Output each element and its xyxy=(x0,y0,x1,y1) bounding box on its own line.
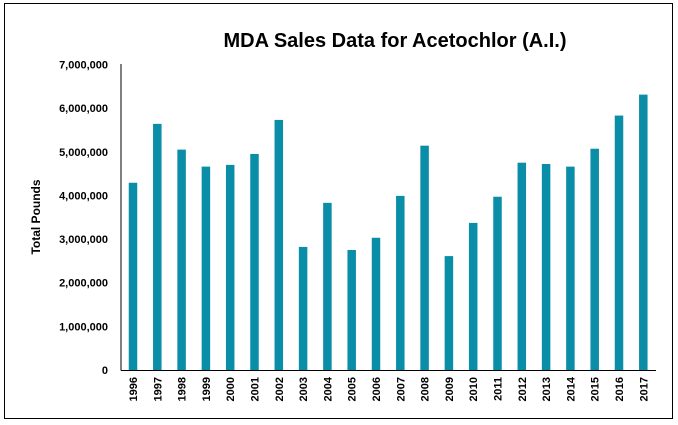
y-tick-label: 4,000,000 xyxy=(59,190,108,202)
bar-2000 xyxy=(225,164,235,370)
chart-title: MDA Sales Data for Acetochlor (A.I.) xyxy=(223,30,566,52)
y-tick-label: 0 xyxy=(102,365,108,377)
x-tick-label: 1997 xyxy=(152,377,164,401)
bar-1999 xyxy=(201,166,211,370)
bar-2016 xyxy=(614,115,624,371)
x-tick-label: 2000 xyxy=(225,377,237,401)
bar-2008 xyxy=(420,145,429,370)
bar-2011 xyxy=(493,196,502,370)
bar-2002 xyxy=(274,119,284,371)
x-tick-label: 2014 xyxy=(565,376,577,401)
bar-2015 xyxy=(590,148,599,370)
y-tick-label: 5,000,000 xyxy=(59,147,108,159)
y-tick-label: 3,000,000 xyxy=(59,234,108,246)
bar-2012 xyxy=(517,162,527,370)
bar-2010 xyxy=(468,222,478,370)
bar-2005 xyxy=(347,249,356,370)
x-tick-label: 2012 xyxy=(517,377,529,401)
bar-2006 xyxy=(371,237,381,370)
x-tick-label: 2005 xyxy=(347,377,359,401)
x-tick-label: 1999 xyxy=(201,377,213,401)
x-tick-label: 2015 xyxy=(590,377,602,401)
bar-2003 xyxy=(298,246,308,370)
y-axis-label: Total Pounds xyxy=(29,179,43,254)
bar-1996 xyxy=(128,182,138,370)
y-tick-label: 7,000,000 xyxy=(59,60,108,72)
bar-2004 xyxy=(323,202,332,370)
bar-2001 xyxy=(250,153,259,370)
x-tick-label: 2006 xyxy=(371,377,383,401)
bar-2013 xyxy=(541,164,551,370)
y-tick-label: 2,000,000 xyxy=(59,278,108,290)
y-tick-label: 6,000,000 xyxy=(59,103,108,115)
x-tick-label: 2003 xyxy=(298,377,310,401)
x-tick-label: 2011 xyxy=(493,377,505,401)
x-tick-label: 1996 xyxy=(128,377,140,401)
bar-2009 xyxy=(444,256,454,370)
x-tick-label: 2001 xyxy=(250,377,262,401)
bar-2017 xyxy=(639,94,648,370)
x-tick-label: 2013 xyxy=(541,377,553,401)
x-tick-label: 2002 xyxy=(274,377,286,401)
bar-1997 xyxy=(153,123,162,371)
x-tick-label: 2016 xyxy=(614,377,626,401)
x-tick-label: 2009 xyxy=(444,377,456,401)
bar-2014 xyxy=(566,166,575,370)
y-tick-label: 1,000,000 xyxy=(59,321,108,333)
x-tick-label: 2010 xyxy=(468,377,480,401)
x-tick-label: 2007 xyxy=(395,377,407,401)
bar-2007 xyxy=(396,195,405,370)
x-tick-label: 2004 xyxy=(322,376,334,401)
x-tick-label: 2008 xyxy=(420,377,432,401)
chart-border xyxy=(4,3,673,419)
x-tick-label: 1998 xyxy=(177,377,189,401)
bar-1998 xyxy=(177,149,186,370)
x-tick-label: 2017 xyxy=(638,377,650,401)
